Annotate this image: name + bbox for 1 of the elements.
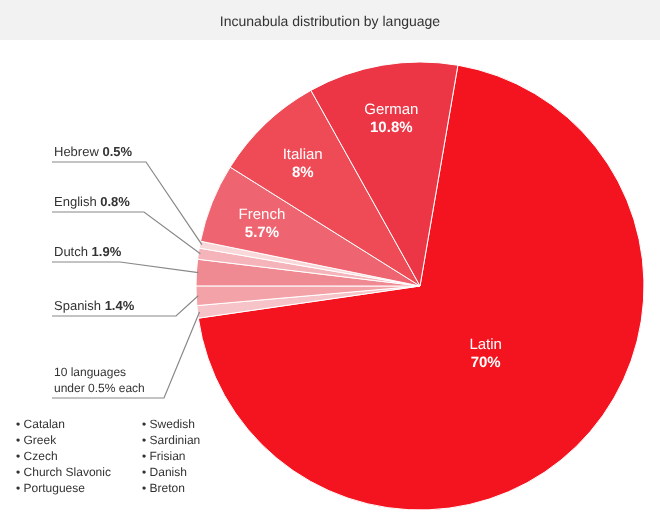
pie-slice: [197, 64, 645, 511]
